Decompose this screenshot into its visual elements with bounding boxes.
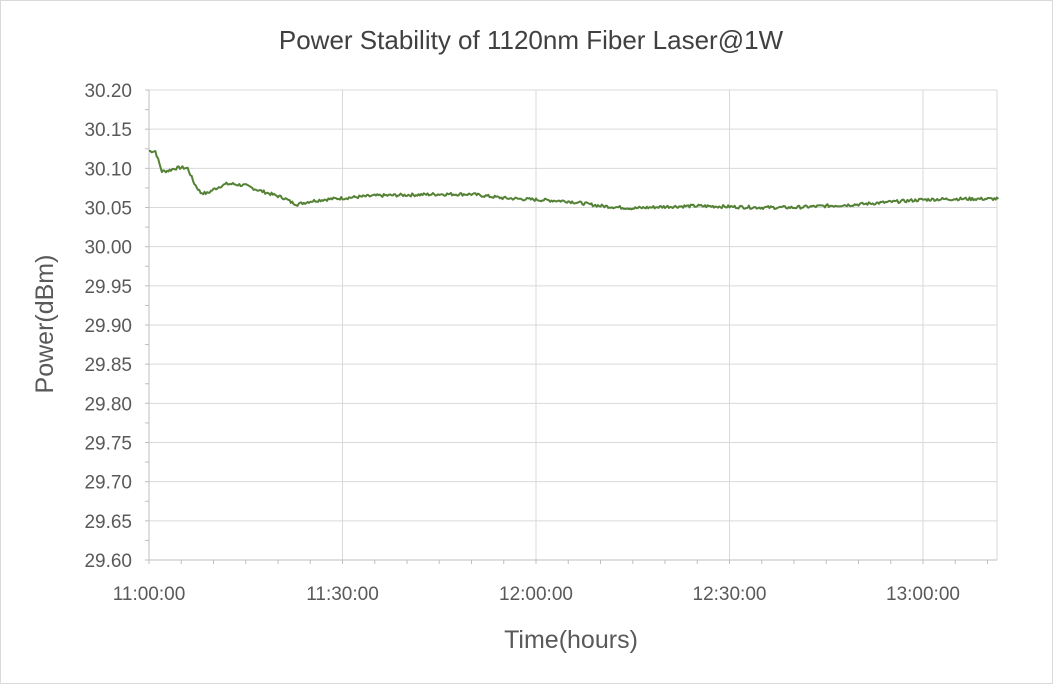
x-tick-label: 12:00:00 xyxy=(499,584,573,605)
y-tick-label: 29.75 xyxy=(84,434,132,455)
y-tick-label: 29.70 xyxy=(84,473,132,494)
y-tick-label: 29.65 xyxy=(84,512,132,533)
y-tick-label: 30.20 xyxy=(84,81,132,102)
x-tick-label: 12:30:00 xyxy=(693,584,767,605)
y-tick-label: 29.60 xyxy=(84,551,132,572)
power-series-line xyxy=(148,149,1000,211)
x-tick-label: 11:30:00 xyxy=(306,584,379,605)
y-tick-label: 30.00 xyxy=(84,238,132,259)
y-tick-label: 29.85 xyxy=(84,355,132,376)
y-tick-label: 29.90 xyxy=(84,316,132,337)
y-tick-label: 30.05 xyxy=(84,199,132,220)
x-tick-label: 11:00:00 xyxy=(113,584,186,605)
y-axis-title: Power(dBm) xyxy=(31,255,59,394)
y-tick-labels: 30.20 30.15 30.10 30.05 30.00 29.95 29.90 29.85… xyxy=(84,81,132,572)
axes xyxy=(145,89,997,564)
y-tick-label: 29.80 xyxy=(84,394,132,415)
x-axis-title: Time(hours) xyxy=(504,626,638,654)
gridlines xyxy=(149,89,998,560)
y-tick-label: 30.10 xyxy=(84,159,132,180)
x-tick-label: 13:00:00 xyxy=(886,584,960,605)
x-tick-labels: 11:00:00 11:30:00 12:00:00 12:30:00 13:00:00 xyxy=(113,584,960,605)
chart-title: Power Stability of 1120nm Fiber Laser@1W xyxy=(279,25,784,55)
y-tick-label: 30.15 xyxy=(84,120,132,141)
series-layer xyxy=(148,149,1000,211)
y-tick-label: 29.95 xyxy=(84,277,132,298)
